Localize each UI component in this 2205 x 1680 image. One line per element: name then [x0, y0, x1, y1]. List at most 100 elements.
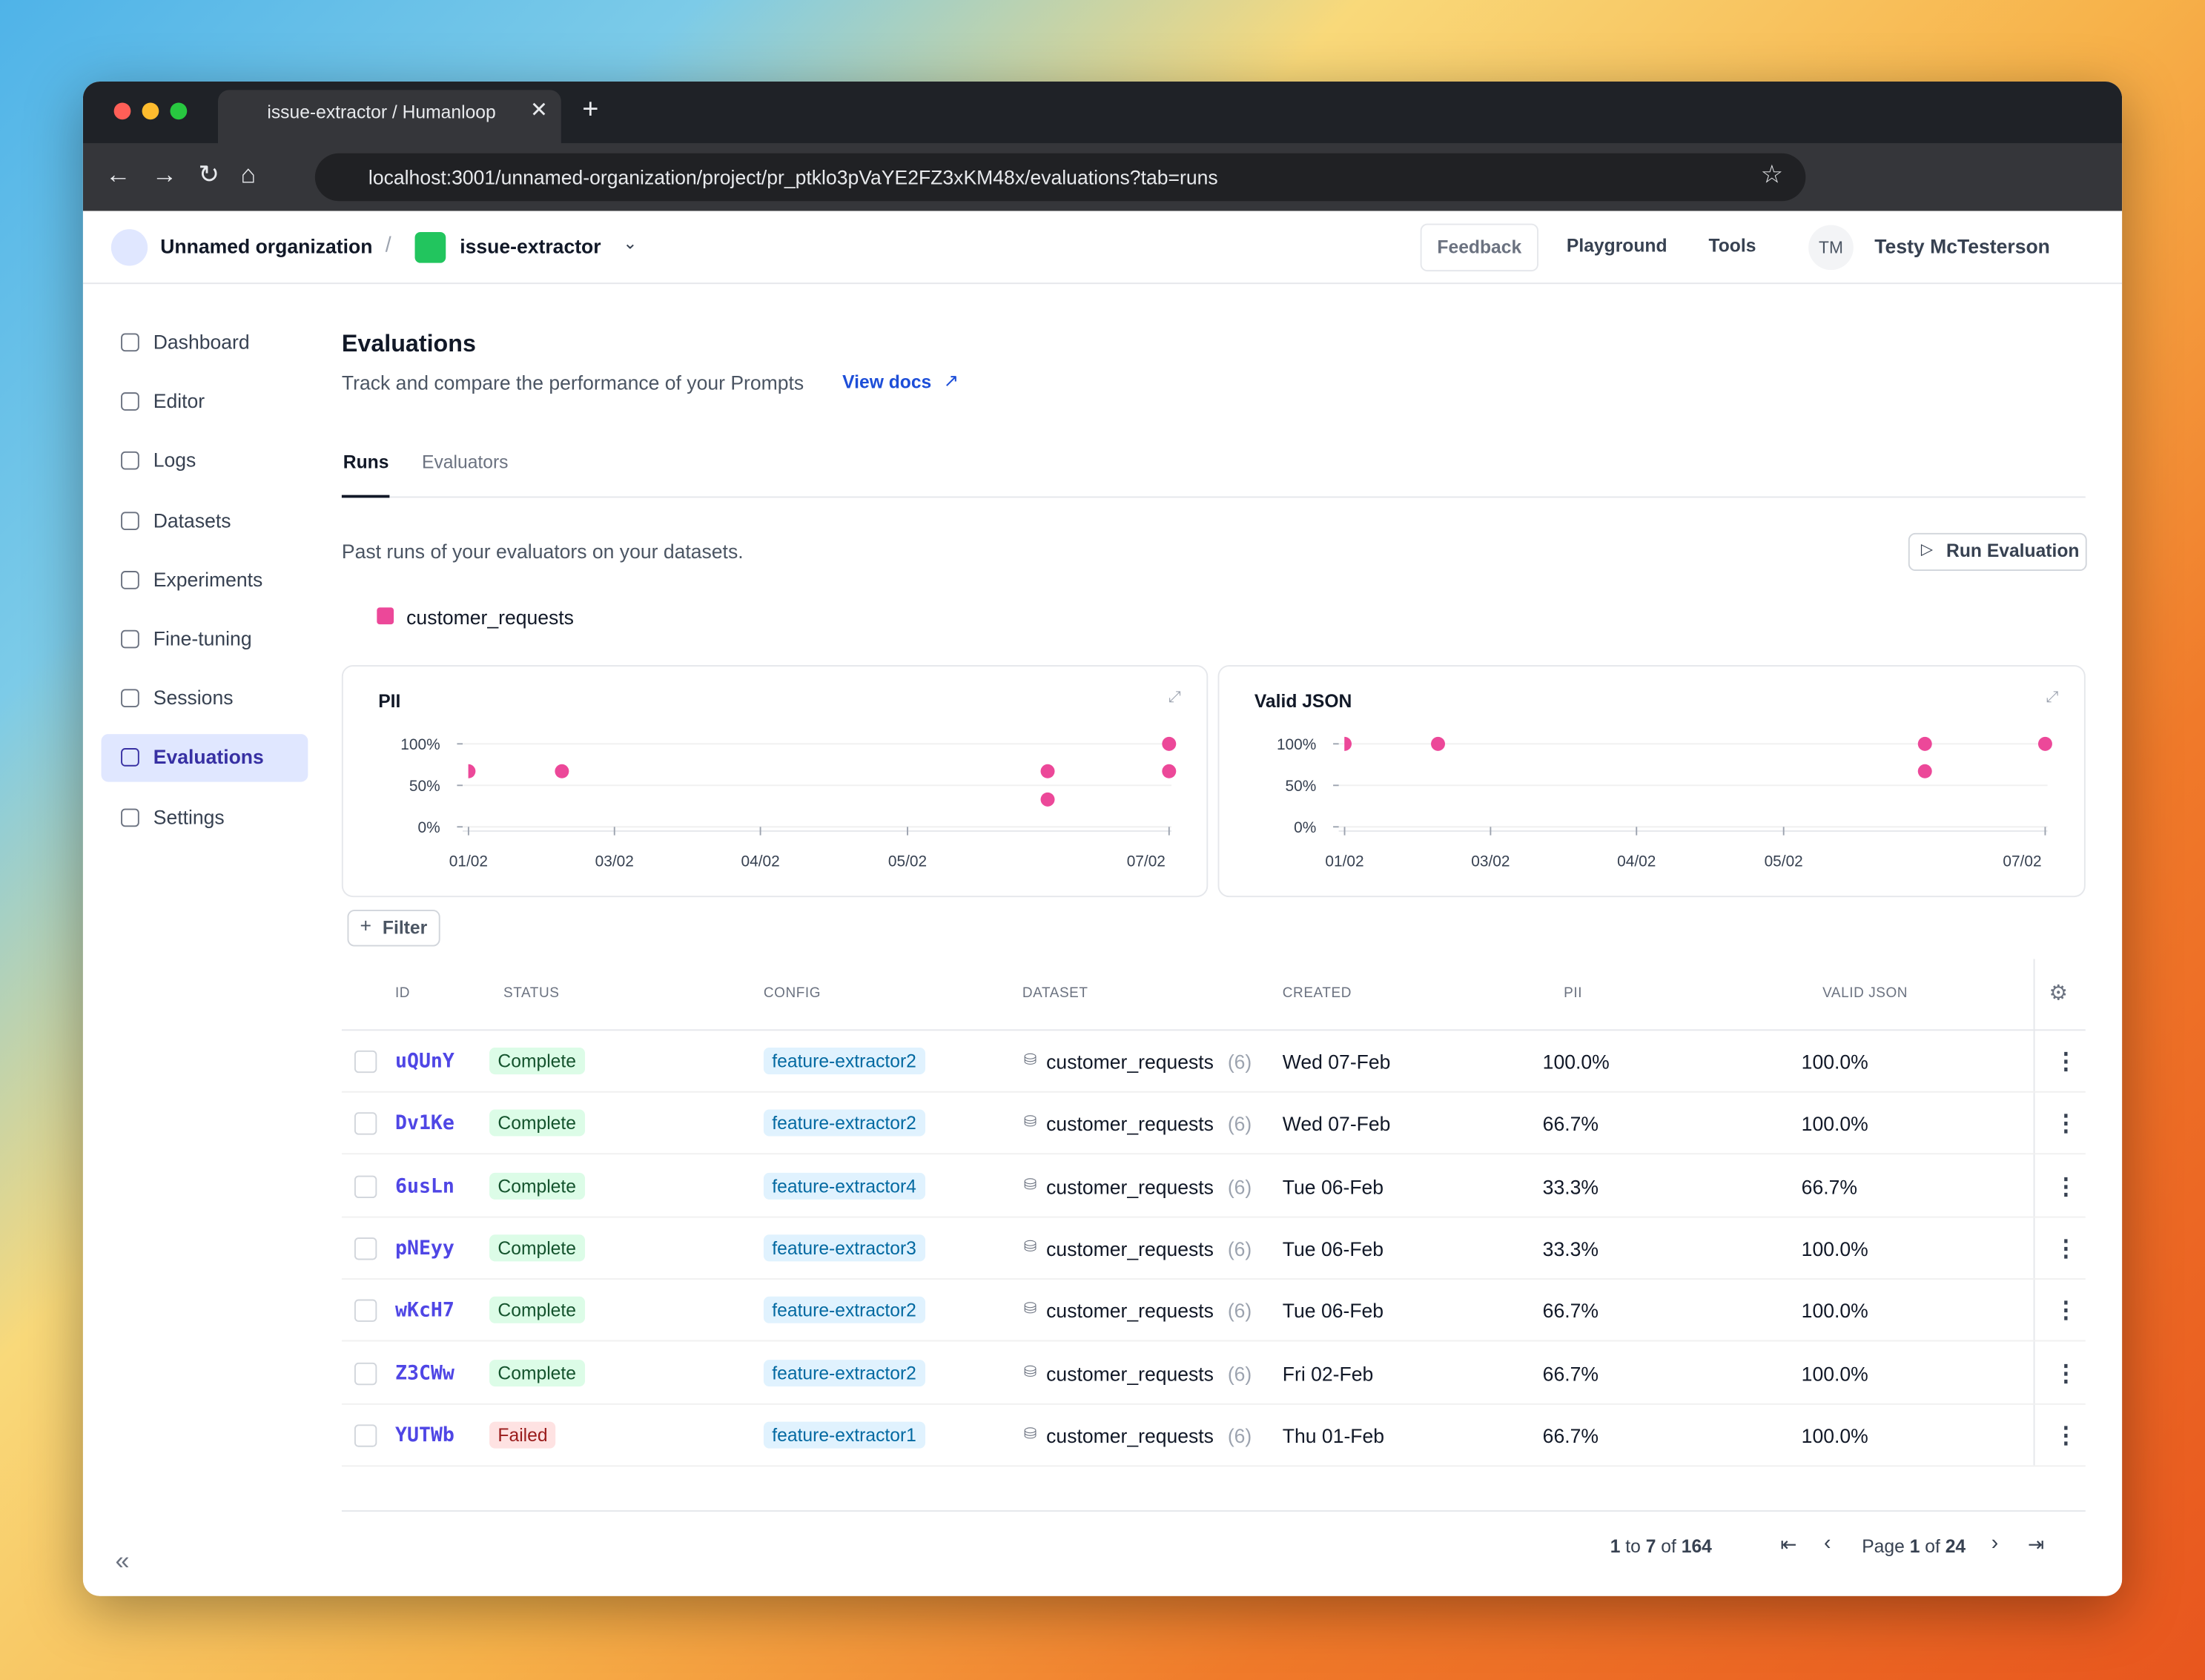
- page-nav-next[interactable]: ›: [1991, 1531, 1999, 1555]
- point: [1040, 792, 1055, 807]
- checkbox[interactable]: [354, 1299, 377, 1323]
- dataset-icon: ⛁: [1023, 1363, 1037, 1380]
- dataset-icon: ⛁: [1023, 1300, 1037, 1318]
- org-name[interactable]: Unnamed organization: [160, 234, 373, 258]
- column-header: ID: [394, 985, 411, 1002]
- column-header: PII: [1564, 985, 1583, 1002]
- config[interactable]: feature-extractor2: [763, 1110, 925, 1137]
- run-id[interactable]: Z3CWw: [394, 1361, 454, 1385]
- sidebar-item[interactable]: Fine-tuning: [153, 626, 252, 650]
- created: Wed 07-Feb: [1282, 1050, 1391, 1074]
- sidebar-icon: [121, 392, 139, 411]
- min-dot[interactable]: [142, 102, 159, 120]
- row-menu[interactable]: ⋮: [2054, 1299, 2077, 1324]
- sidebar-icon: [121, 333, 139, 352]
- page-nav-last[interactable]: ⇥: [2028, 1532, 2045, 1555]
- config[interactable]: feature-extractor4: [763, 1172, 925, 1200]
- header-button[interactable]: Tools: [1708, 234, 1756, 257]
- status: Complete: [489, 1172, 585, 1200]
- header-button[interactable]: Playground: [1566, 234, 1667, 257]
- sidebar-item[interactable]: Editor: [153, 389, 205, 413]
- sidebar-item[interactable]: Sessions: [153, 686, 234, 710]
- page-nav-first[interactable]: ⇤: [1780, 1532, 1797, 1555]
- config[interactable]: feature-extractor2: [763, 1359, 925, 1386]
- dataset: customer_requests: [1046, 1174, 1214, 1198]
- row-menu[interactable]: ⋮: [2054, 1361, 2077, 1386]
- row-line: [341, 1340, 2086, 1342]
- dataset-count: (6): [1227, 1423, 1252, 1447]
- checkbox[interactable]: [354, 1423, 377, 1447]
- run-button[interactable]: Run Evaluation: [1946, 540, 2080, 561]
- column-header: DATASET: [1022, 985, 1088, 1002]
- run-button-box[interactable]: [1908, 532, 2087, 572]
- sidebar-item[interactable]: Experiments: [153, 567, 263, 591]
- page-text: 7: [1645, 1535, 1656, 1557]
- docs-link[interactable]: View docs: [842, 371, 932, 393]
- tab[interactable]: Runs: [343, 451, 389, 473]
- checkbox[interactable]: [354, 1174, 377, 1198]
- checkbox[interactable]: [354, 1361, 377, 1385]
- collapse[interactable]: «: [115, 1547, 130, 1575]
- sidebar-item[interactable]: Evaluations: [153, 745, 264, 769]
- page-indicator: Page 1 of 24: [1862, 1535, 1966, 1556]
- page-nav-prev[interactable]: ‹: [1824, 1531, 1831, 1555]
- config[interactable]: feature-extractor2: [763, 1297, 925, 1324]
- expand-icon: ⤢: [2046, 688, 2059, 705]
- row-menu[interactable]: ⋮: [2054, 1423, 2077, 1449]
- checkbox[interactable]: [354, 1112, 377, 1136]
- point: [1344, 736, 1352, 751]
- max-dot[interactable]: [170, 102, 188, 120]
- status: Complete: [489, 1234, 585, 1262]
- run-id[interactable]: YUTWb: [394, 1423, 454, 1447]
- sidebar-item[interactable]: Datasets: [153, 508, 231, 532]
- tab-close[interactable]: ✕: [530, 98, 548, 123]
- tab-underline: [341, 495, 390, 498]
- expand-icon: ⤢: [1168, 688, 1181, 705]
- row-menu[interactable]: ⋮: [2054, 1112, 2077, 1137]
- omnibox[interactable]: [314, 153, 1806, 202]
- pii: 66.7%: [1542, 1423, 1599, 1447]
- tab[interactable]: [217, 90, 561, 144]
- row-menu[interactable]: ⋮: [2054, 1237, 2077, 1262]
- config[interactable]: feature-extractor1: [763, 1421, 925, 1449]
- nav-icons[interactable]: ← → ↻ ⌂: [105, 160, 257, 189]
- sidebar-item[interactable]: Settings: [153, 805, 225, 828]
- project-name[interactable]: issue-extractor: [460, 234, 601, 258]
- row-range: 1 to 7 of 164: [1610, 1535, 1712, 1556]
- status: Complete: [489, 1048, 585, 1075]
- x-tick-label: 07/02: [1127, 853, 1166, 870]
- status: Failed: [489, 1421, 556, 1449]
- created: Thu 01-Feb: [1282, 1423, 1385, 1447]
- run-id[interactable]: pNEyy: [394, 1237, 454, 1260]
- star[interactable]: ☆: [1760, 160, 1784, 189]
- run-id[interactable]: Dv1Ke: [394, 1112, 454, 1136]
- chart: PII ⤢ 0% 50% 100% 01/02 03/02 04/02 05/02 07/02: [378, 688, 1181, 870]
- row-menu[interactable]: ⋮: [2054, 1050, 2077, 1075]
- config[interactable]: feature-extractor3: [763, 1234, 925, 1262]
- close-dot[interactable]: [113, 102, 131, 120]
- subtitle: Track and compare the performance of you…: [341, 371, 804, 394]
- valid-json: 100.0%: [1801, 1237, 1868, 1260]
- page-text: 1: [1909, 1535, 1920, 1557]
- new-tab[interactable]: +: [582, 94, 599, 125]
- user-name[interactable]: Testy McTesterson: [1874, 234, 2050, 258]
- checkbox[interactable]: [354, 1050, 377, 1074]
- dataset-count: (6): [1227, 1299, 1252, 1323]
- config[interactable]: feature-extractor2: [763, 1048, 925, 1075]
- gear[interactable]: ⚙: [2049, 981, 2069, 1006]
- filter-button[interactable]: Filter: [347, 910, 440, 947]
- run-id[interactable]: uQUnY: [394, 1050, 454, 1074]
- sidebar-item[interactable]: Dashboard: [153, 330, 250, 354]
- checkbox[interactable]: [354, 1237, 377, 1260]
- pii: 33.3%: [1542, 1174, 1599, 1198]
- run-id[interactable]: 6usLn: [394, 1174, 454, 1198]
- row-menu[interactable]: ⋮: [2054, 1174, 2077, 1200]
- tab-bar: issue-extractor / Humanloop ✕ +: [82, 82, 2123, 144]
- header-button[interactable]: Feedback: [1420, 223, 1538, 272]
- tab[interactable]: Evaluators: [422, 451, 509, 473]
- created: Tue 06-Feb: [1282, 1299, 1384, 1323]
- sidebar-item[interactable]: Logs: [153, 449, 196, 472]
- run-id[interactable]: wKcH7: [394, 1299, 454, 1323]
- browser-window: issue-extractor / Humanloop ✕ + ← → ↻ ⌂ …: [82, 82, 2123, 1596]
- point: [1431, 736, 1446, 751]
